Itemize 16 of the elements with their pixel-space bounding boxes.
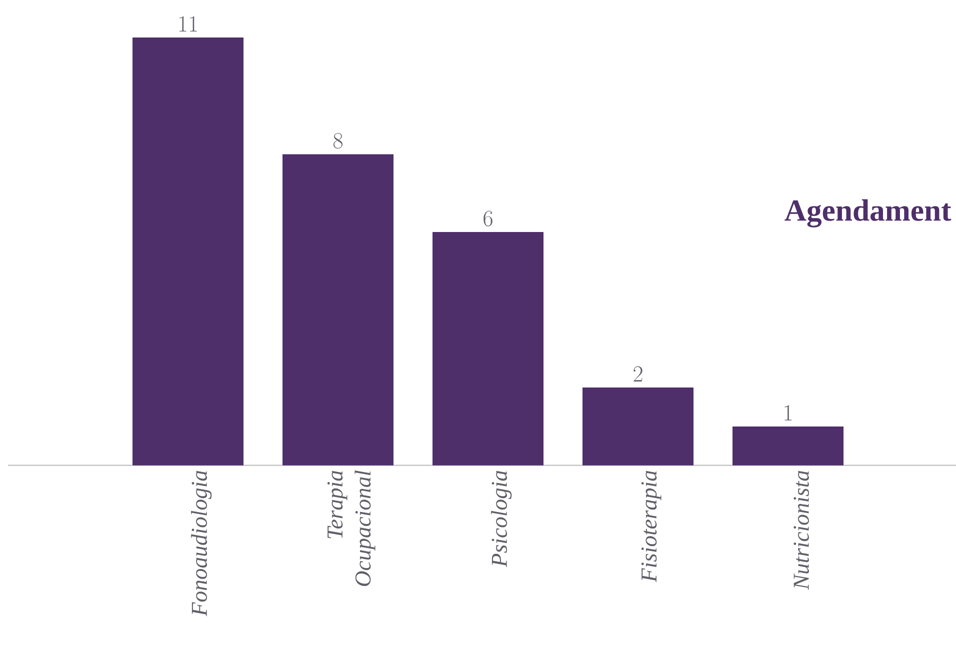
x-tick-label: Fonoaudiologia [191, 470, 212, 616]
x-tick-label: Nutricionista [794, 470, 809, 590]
data-label: 11 [179, 16, 197, 32]
data-label: 6 [484, 210, 492, 226]
bar [282, 154, 394, 466]
x-tick-label: Fisioterapia [641, 470, 662, 582]
data-label: 2 [634, 366, 642, 382]
bar [132, 38, 244, 466]
bar [432, 232, 544, 466]
bar [732, 426, 844, 466]
text: Agendament [784, 199, 952, 228]
data-label: 8 [333, 132, 343, 149]
data-label: 1 [784, 405, 792, 420]
x-tick-label: Psicologia [491, 470, 512, 568]
bar [582, 388, 694, 466]
x-tick-label: Terapia Ocupacional [327, 470, 376, 586]
